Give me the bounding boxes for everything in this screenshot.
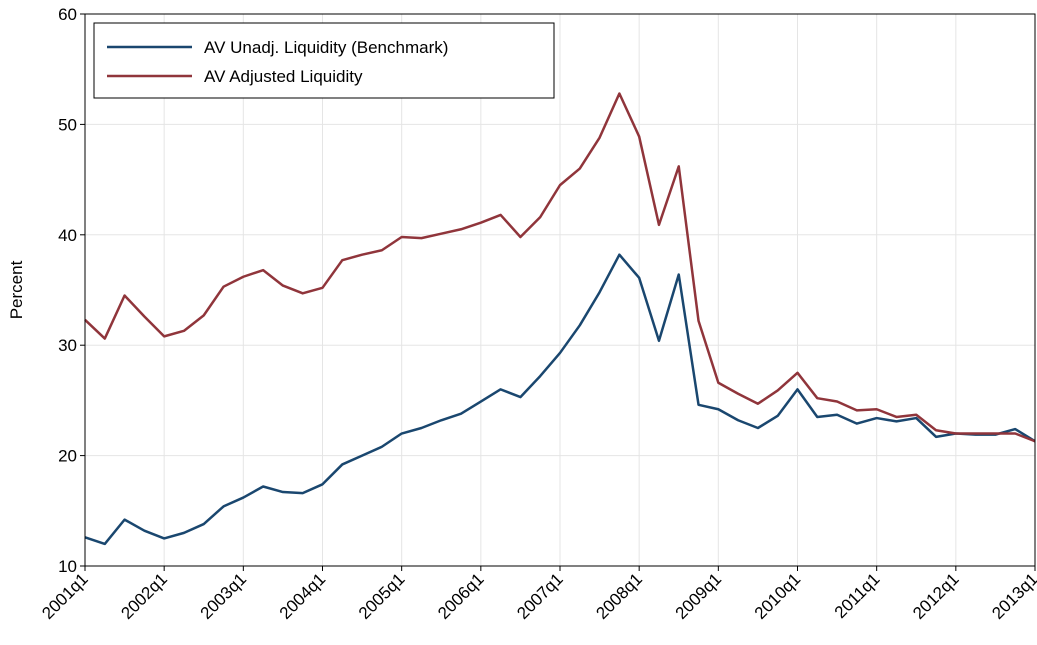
x-tick-label: 2007q1 bbox=[513, 569, 567, 623]
y-tick-label: 50 bbox=[58, 115, 77, 134]
x-tick-label: 2008q1 bbox=[592, 569, 646, 623]
x-tick-label: 2004q1 bbox=[276, 569, 330, 623]
x-tick-label: 2001q1 bbox=[38, 569, 92, 623]
y-tick-label: 30 bbox=[58, 336, 77, 355]
x-tick-label: 2012q1 bbox=[909, 569, 963, 623]
y-axis-label: Percent bbox=[7, 260, 26, 319]
y-tick-label: 60 bbox=[58, 5, 77, 24]
x-tick-label: 2011q1 bbox=[831, 569, 884, 622]
legend-label: AV Adjusted Liquidity bbox=[204, 67, 363, 86]
legend-box bbox=[93, 22, 555, 99]
x-tick-label: 2005q1 bbox=[355, 569, 409, 623]
legend-label: AV Unadj. Liquidity (Benchmark) bbox=[204, 38, 448, 57]
y-tick-label: 20 bbox=[58, 447, 77, 466]
y-tick-label: 40 bbox=[58, 226, 77, 245]
series-line bbox=[84, 253, 1036, 546]
x-tick-label: 2002q1 bbox=[117, 569, 171, 623]
x-tick-label: 2003q1 bbox=[197, 569, 251, 623]
x-tick-label: 2009q1 bbox=[672, 569, 726, 623]
x-tick-label: 2006q1 bbox=[434, 569, 488, 623]
plot-frame bbox=[84, 13, 1036, 567]
x-tick-label: 2013q1 bbox=[988, 569, 1037, 623]
series-line bbox=[84, 92, 1036, 443]
y-tick-label: 10 bbox=[58, 557, 77, 576]
x-tick-label: 2010q1 bbox=[751, 569, 805, 623]
